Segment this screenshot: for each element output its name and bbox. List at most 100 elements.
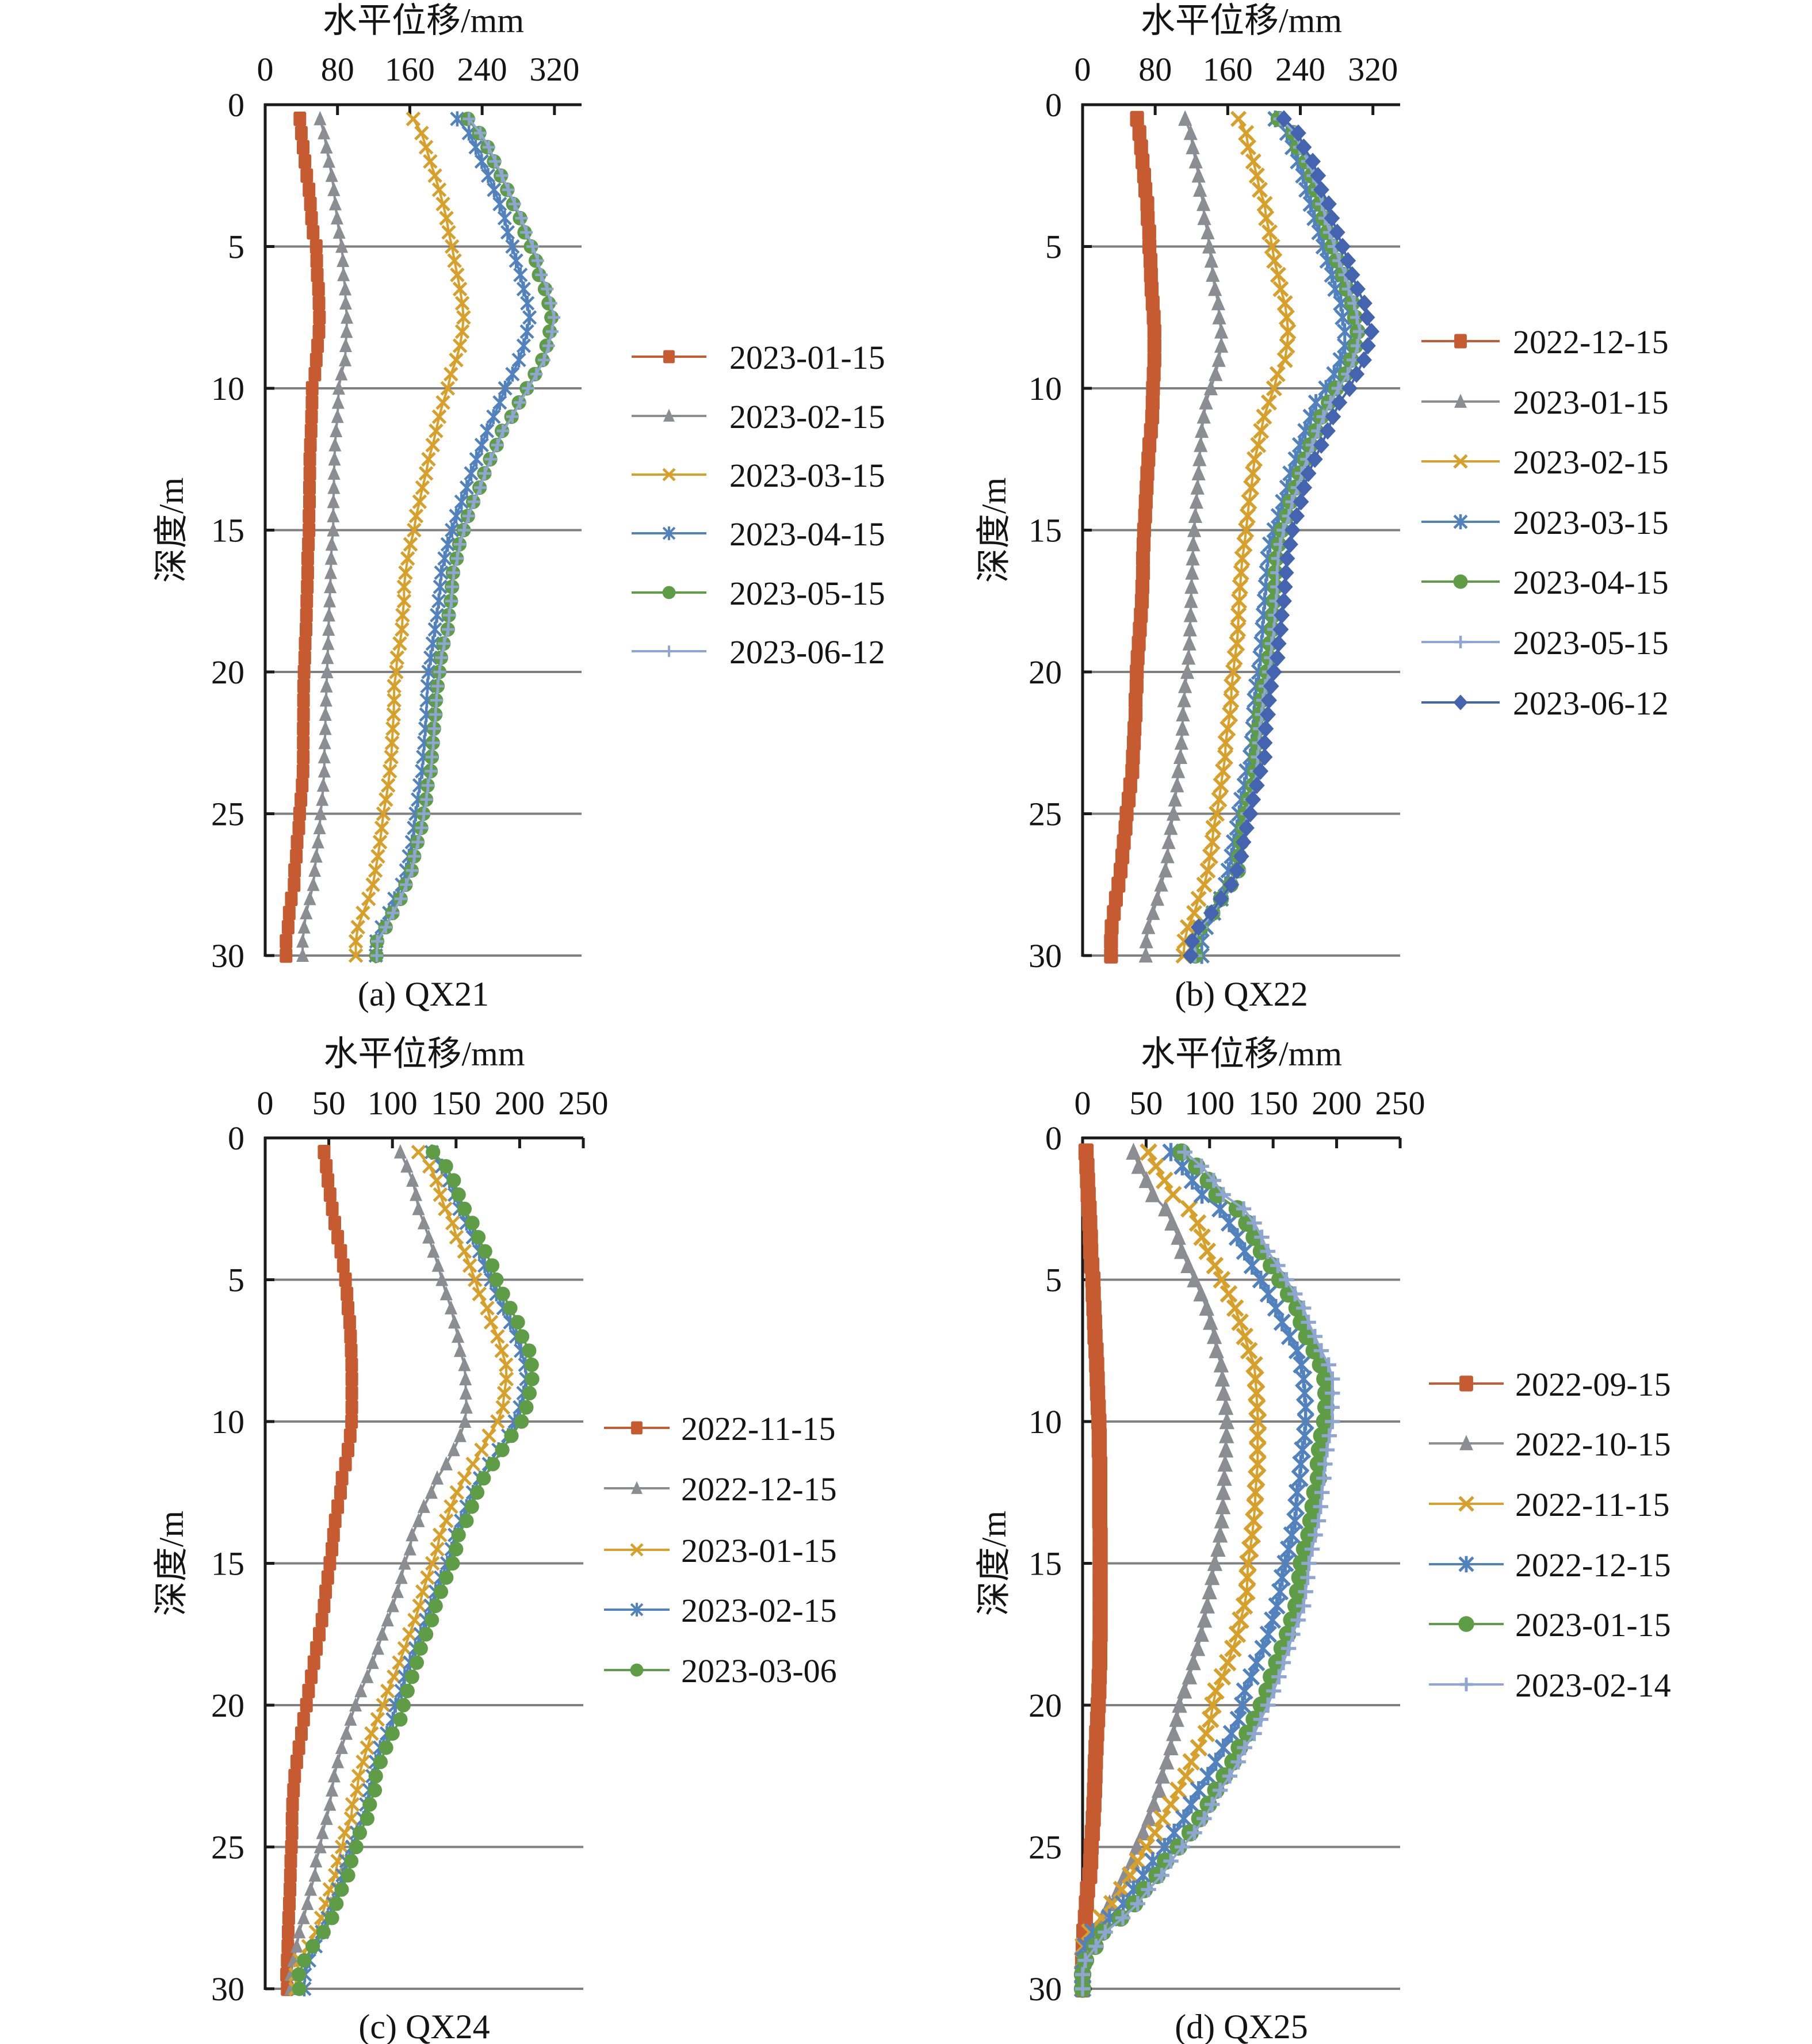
data-point — [1098, 1924, 1113, 1940]
data-point — [406, 864, 419, 877]
data-point — [486, 1457, 500, 1472]
data-point — [431, 409, 447, 425]
legend-label: 2023-02-15 — [729, 398, 885, 435]
data-point — [474, 437, 489, 453]
data-point — [1268, 1596, 1286, 1615]
data-point — [1218, 1397, 1234, 1415]
data-point — [307, 1655, 320, 1670]
data-point — [1077, 1909, 1094, 1927]
data-point — [439, 1456, 453, 1470]
data-point — [444, 1499, 458, 1514]
data-point — [498, 1357, 514, 1373]
data-point — [1215, 1483, 1231, 1500]
data-point — [1083, 1838, 1099, 1856]
data-point — [305, 381, 319, 396]
legend-item: 2023-02-15 — [604, 1592, 837, 1629]
data-point — [514, 1414, 529, 1429]
data-point — [1324, 1400, 1340, 1415]
data-point — [297, 721, 310, 736]
data-point — [1300, 1570, 1316, 1585]
data-point — [1356, 295, 1373, 312]
data-point — [1248, 1399, 1266, 1416]
data-point — [522, 1343, 537, 1358]
data-point — [1091, 1682, 1107, 1700]
data-point — [522, 310, 537, 325]
data-point — [474, 154, 489, 169]
legend-label: 2023-01-15 — [1515, 1606, 1671, 1644]
data-point — [1092, 1583, 1108, 1600]
data-point — [1233, 847, 1249, 865]
data-point — [324, 564, 337, 579]
x-tick-label: 0 — [257, 1084, 274, 1122]
y-tick-label: 0 — [228, 86, 244, 124]
data-point — [1213, 1271, 1231, 1289]
data-point — [368, 863, 383, 878]
data-point — [339, 338, 352, 352]
series — [296, 110, 354, 962]
legend-marker-icon — [1453, 694, 1468, 710]
data-point — [439, 1513, 454, 1529]
data-point — [1173, 748, 1188, 764]
data-point — [407, 522, 422, 538]
y-tick-label: 30 — [211, 1970, 244, 2008]
data-point — [1230, 1754, 1246, 1770]
data-point — [1092, 1455, 1107, 1473]
data-point — [410, 1186, 423, 1201]
data-point — [1190, 918, 1207, 936]
data-point — [1276, 295, 1293, 312]
data-point — [319, 706, 332, 721]
data-point — [379, 792, 393, 807]
data-point — [496, 1385, 512, 1401]
legend-label: 2022-12-15 — [681, 1470, 837, 1508]
data-point — [514, 396, 527, 409]
data-point — [1125, 763, 1140, 780]
data-point — [487, 182, 502, 198]
data-point — [311, 268, 324, 282]
x-tick-label: 200 — [495, 1084, 545, 1122]
data-point — [1279, 1540, 1298, 1558]
data-point — [318, 125, 331, 140]
data-point — [300, 1698, 313, 1713]
data-point — [519, 1400, 534, 1415]
data-point — [339, 295, 352, 310]
data-point — [469, 1485, 485, 1500]
data-point — [1188, 152, 1203, 169]
data-point — [494, 1343, 509, 1358]
data-point — [1137, 167, 1151, 184]
data-point — [1259, 1285, 1277, 1303]
data-point — [1209, 1341, 1224, 1358]
data-point — [1278, 564, 1294, 582]
panel-caption: (a) QX21 — [358, 975, 489, 1013]
data-point — [370, 949, 384, 962]
plot-area — [1104, 110, 1380, 965]
data-point — [1250, 437, 1267, 453]
data-point — [435, 651, 448, 664]
data-point — [430, 694, 443, 707]
data-point — [322, 153, 335, 168]
data-point — [295, 792, 308, 807]
data-point — [1115, 1910, 1131, 1925]
data-point — [314, 110, 327, 125]
data-point — [1257, 720, 1274, 738]
data-point — [355, 906, 370, 920]
data-point — [389, 664, 404, 679]
data-point — [339, 1457, 352, 1472]
data-point — [345, 1400, 358, 1415]
legend-marker-icon — [1453, 574, 1468, 589]
data-point — [1341, 379, 1358, 398]
data-point — [454, 494, 469, 510]
data-point — [360, 1811, 375, 1826]
data-point — [283, 1896, 296, 1911]
data-point — [457, 1470, 472, 1486]
data-point — [300, 905, 313, 919]
data-point — [499, 1371, 514, 1386]
data-point — [1104, 948, 1118, 964]
data-point — [484, 453, 498, 466]
data-point — [520, 226, 533, 239]
data-point — [1080, 1881, 1095, 1898]
data-point — [427, 722, 441, 735]
data-point — [296, 948, 309, 962]
data-point — [435, 196, 450, 212]
data-point — [418, 140, 434, 155]
